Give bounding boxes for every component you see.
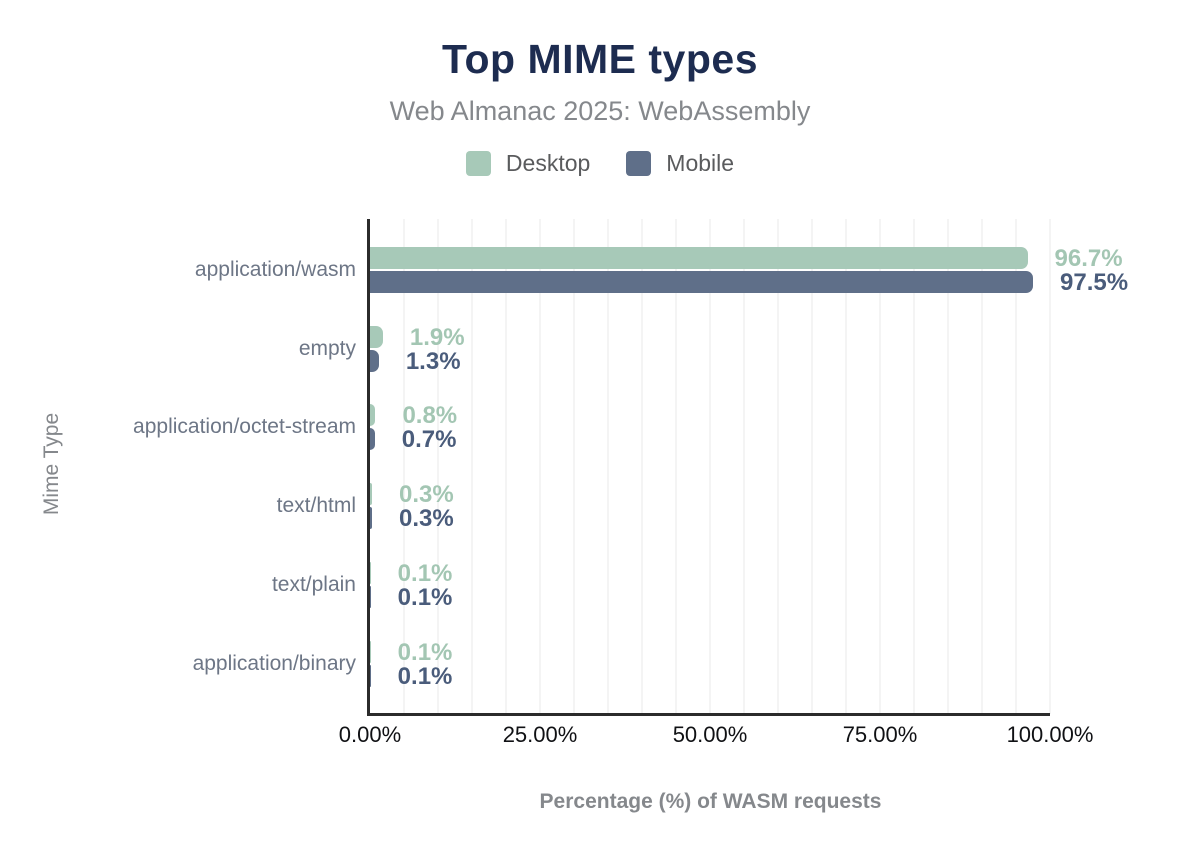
- gridline: [539, 219, 541, 714]
- legend-swatch-mobile: [626, 151, 652, 176]
- legend-item-mobile[interactable]: Mobile: [626, 150, 734, 177]
- gridline: [743, 219, 745, 714]
- gridline: [607, 219, 609, 714]
- gridline: [811, 219, 813, 714]
- category-label-text-plain: text/plain: [271, 572, 356, 596]
- legend-label-desktop: Desktop: [505, 150, 591, 176]
- value-label-desktop-application-wasm: 96.7%: [1054, 245, 1123, 272]
- x-tick-label-75: 75.00%: [842, 722, 918, 747]
- value-label-mobile-application-wasm: 97.5%: [1060, 269, 1129, 296]
- value-label-desktop-text-html: 0.3%: [399, 481, 454, 509]
- value-label-mobile-application-octet-stream: 0.7%: [401, 426, 457, 454]
- bar-desktop-empty[interactable]: [370, 325, 383, 348]
- legend-item-desktop[interactable]: Desktop: [465, 150, 591, 177]
- gridline: [437, 219, 439, 714]
- y-axis-title: Mime Type: [40, 412, 63, 516]
- bar-desktop-application-binary[interactable]: [370, 640, 371, 663]
- legend: Desktop Mobile: [0, 150, 1200, 177]
- x-axis-line: [367, 713, 1050, 716]
- chart-subtitle: Web Almanac 2025: WebAssembly: [389, 96, 811, 126]
- value-label-desktop-application-binary: 0.1%: [397, 638, 453, 666]
- gridline: [709, 219, 711, 714]
- gridline: [505, 219, 507, 714]
- bar-desktop-text-html[interactable]: [370, 483, 373, 506]
- gridline: [981, 219, 983, 714]
- bar-desktop-application-wasm[interactable]: [370, 247, 1028, 269]
- gridline: [947, 219, 949, 714]
- gridline: [845, 219, 847, 714]
- category-label-text-html: text/html: [276, 494, 356, 518]
- gridline: [913, 219, 915, 714]
- gridline: [879, 219, 881, 714]
- x-tick-label-50: 50.00%: [672, 722, 748, 747]
- bar-mobile-application-wasm[interactable]: [370, 271, 1033, 293]
- x-tick-label-100: 100.00%: [1006, 722, 1094, 747]
- value-label-mobile-application-binary: 0.1%: [397, 662, 453, 690]
- value-label-mobile-text-html: 0.3%: [399, 505, 454, 533]
- x-tick-label-25: 25.00%: [502, 722, 578, 747]
- value-label-desktop-application-octet-stream: 0.8%: [402, 402, 458, 430]
- legend-label-mobile: Mobile: [666, 150, 735, 176]
- gridline: [403, 219, 405, 714]
- value-label-desktop-empty: 1.9%: [409, 323, 465, 351]
- category-label-application-octet-stream: application/octet-stream: [133, 415, 356, 439]
- bar-desktop-application-octet-stream[interactable]: [370, 404, 376, 427]
- bar-mobile-application-octet-stream[interactable]: [370, 428, 375, 451]
- legend-swatch-desktop: [465, 151, 491, 176]
- x-tick-label-0: 0.00%: [338, 722, 402, 747]
- value-label-desktop-text-plain: 0.1%: [397, 559, 453, 587]
- value-label-mobile-empty: 1.3%: [405, 347, 461, 375]
- bar-mobile-application-binary[interactable]: [370, 664, 371, 687]
- bar-mobile-text-html[interactable]: [370, 507, 373, 530]
- value-label-mobile-text-plain: 0.1%: [397, 583, 453, 611]
- x-axis-title: Percentage (%) of WASM requests: [539, 790, 882, 813]
- bar-desktop-text-plain[interactable]: [370, 561, 371, 584]
- category-label-application-wasm: application/wasm: [194, 258, 356, 281]
- gridline: [471, 219, 473, 714]
- y-axis-line: [367, 219, 370, 716]
- category-label-empty: empty: [298, 336, 356, 360]
- bar-mobile-text-plain[interactable]: [370, 585, 371, 608]
- chart-title: Top MIME types: [441, 36, 759, 82]
- gridline: [1049, 219, 1051, 714]
- gridline: [641, 219, 643, 714]
- gridline: [573, 219, 575, 714]
- category-label-application-binary: application/binary: [192, 651, 356, 675]
- gridline: [1015, 219, 1017, 714]
- gridline: [777, 219, 779, 714]
- gridline: [675, 219, 677, 714]
- bar-mobile-empty[interactable]: [370, 349, 379, 372]
